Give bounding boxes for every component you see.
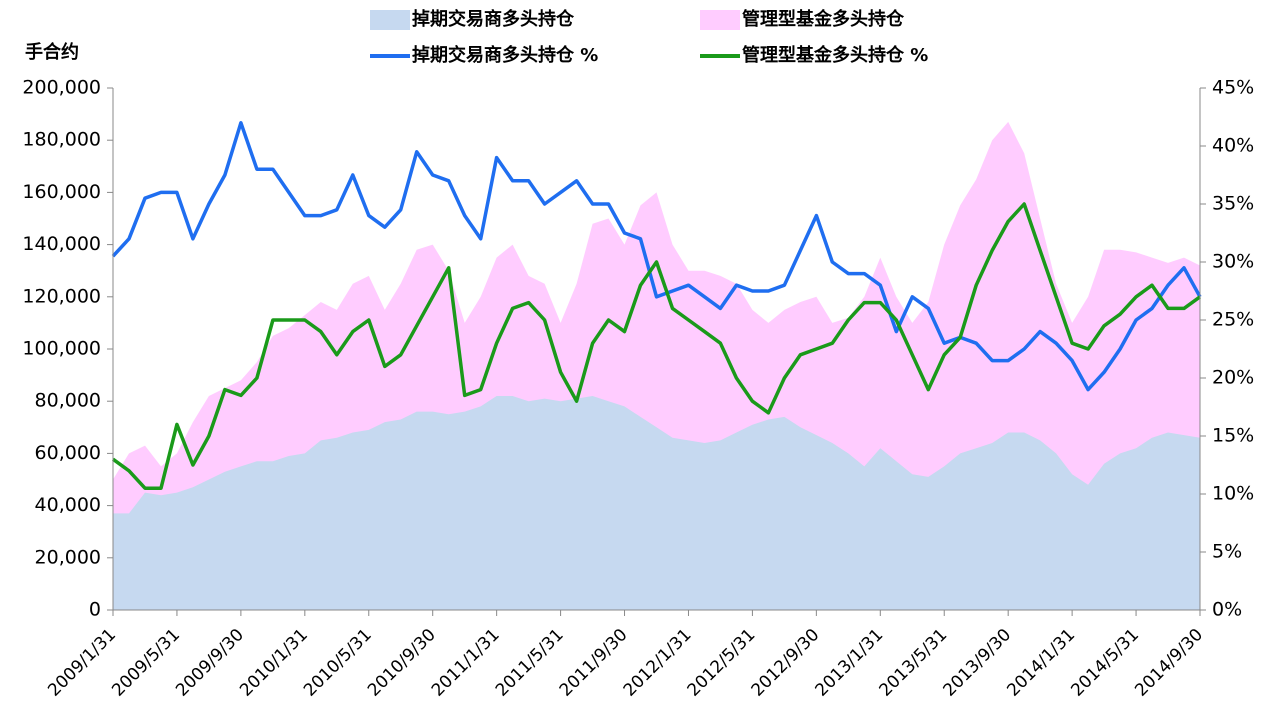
x-tick-label: 2013/1/31 [812, 625, 888, 701]
y2-tick-label: 45% [1212, 77, 1254, 99]
y-tick-label: 0 [89, 599, 101, 621]
x-tick-label: 2009/1/31 [44, 625, 120, 701]
x-tick-label: 2011/1/31 [428, 625, 504, 701]
y-tick-label: 80,000 [35, 390, 101, 412]
line [111, 121, 1202, 392]
y2-tick-label: 15% [1212, 425, 1254, 447]
legend-label: 掉期交易商多头持仓 [412, 8, 575, 30]
area [113, 396, 1200, 610]
x-tick-label: 2012/9/30 [748, 625, 824, 701]
x-tick-label: 2012/5/31 [684, 625, 760, 701]
legend-label: 掉期交易商多头持仓 % [412, 44, 598, 66]
y-tick-label: 160,000 [22, 181, 101, 203]
x-tick-label: 2011/5/31 [492, 625, 568, 701]
x-tick-label: 2014/9/30 [1131, 625, 1207, 701]
y2-tick-label: 40% [1212, 135, 1254, 157]
y2-tick-label: 5% [1212, 541, 1242, 563]
y-tick-label: 200,000 [22, 77, 101, 99]
y2-tick-label: 0% [1212, 599, 1242, 621]
x-tick-label: 2010/1/31 [236, 625, 312, 701]
x-tick-label: 2012/1/31 [620, 625, 696, 701]
y-tick-label: 20,000 [35, 546, 101, 568]
y-tick-label: 100,000 [22, 338, 101, 360]
line [111, 202, 1202, 490]
legend-swatch [700, 10, 740, 30]
y2-tick-label: 10% [1212, 483, 1254, 505]
x-tick-label: 2013/9/30 [939, 625, 1015, 701]
legend-label: 管理型基金多头持仓 % [742, 44, 928, 66]
x-tick-label: 2009/5/31 [108, 625, 184, 701]
y-tick-label: 180,000 [22, 129, 101, 151]
y2-tick-label: 30% [1212, 251, 1254, 273]
x-tick-label: 2009/9/30 [172, 625, 248, 701]
legend-label: 管理型基金多头持仓 [742, 8, 905, 30]
y2-tick-label: 20% [1212, 367, 1254, 389]
y-tick-label: 140,000 [22, 233, 101, 255]
y2-tick-label: 35% [1212, 193, 1254, 215]
y-tick-label: 40,000 [35, 494, 101, 516]
x-tick-label: 2013/5/31 [876, 625, 952, 701]
legend-swatch [370, 10, 410, 30]
x-tick-label: 2014/5/31 [1067, 625, 1143, 701]
x-tick-label: 2010/9/30 [364, 625, 440, 701]
x-tick-label: 2011/9/30 [556, 625, 632, 701]
x-tick-label: 2010/5/31 [300, 625, 376, 701]
y-tick-label: 60,000 [35, 442, 101, 464]
y2-tick-label: 25% [1212, 309, 1254, 331]
y-axis-label: 手合约 [25, 41, 79, 63]
y-tick-label: 120,000 [22, 285, 101, 307]
x-tick-label: 2014/1/31 [1003, 625, 1079, 701]
